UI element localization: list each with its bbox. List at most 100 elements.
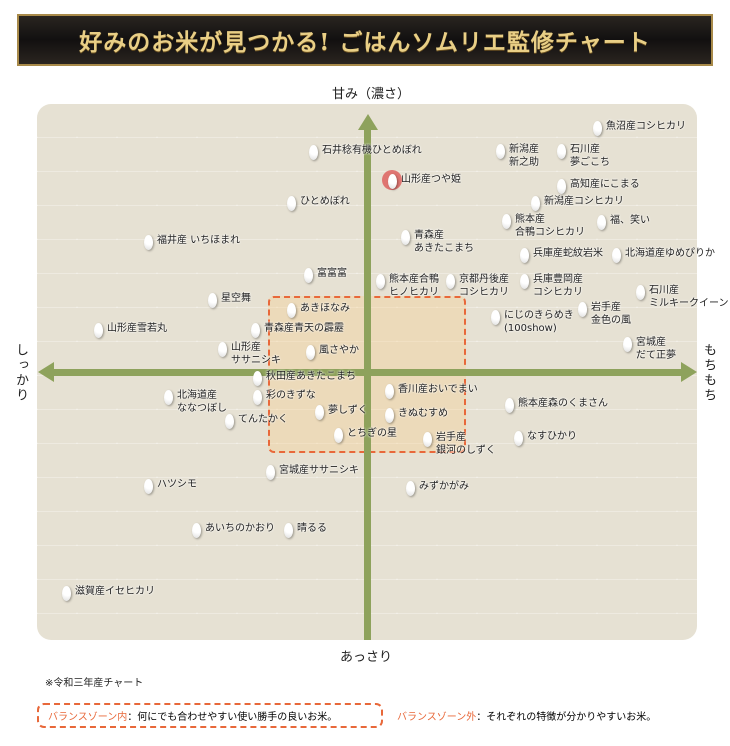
rice-label: 風さやか: [319, 345, 359, 356]
rice-label: にじのきらめき (100show): [504, 310, 574, 334]
rice-label: 熊本産合鴨 ヒノヒカリ: [389, 274, 439, 298]
rice-grain-icon: [557, 179, 566, 194]
rice-label: 夢しずく: [328, 405, 368, 416]
rice-item: てんたかく: [225, 413, 288, 429]
arrow-right-icon: [681, 362, 697, 382]
rice-grain-icon: [423, 432, 432, 447]
rice-item: ハツシモ: [144, 478, 197, 494]
rice-label: 岩手産 銀河のしずく: [436, 432, 496, 456]
rice-item: 魚沼産コシヒカリ: [593, 120, 686, 136]
rice-grain-icon: [520, 248, 529, 263]
rice-label: 山形産つや姫: [401, 174, 461, 185]
rice-item: 北海道産ゆめぴりか: [612, 247, 715, 263]
axis-label-left: しっかり: [13, 343, 28, 403]
rice-grain-icon: [253, 371, 262, 386]
rice-label: 石井稔有機ひとめぼれ: [322, 145, 422, 156]
rice-grain-icon: [446, 274, 455, 289]
rice-item: にじのきらめき (100show): [491, 309, 574, 335]
rice-item: 福、笑い: [597, 214, 650, 230]
rice-grain-icon: [520, 274, 529, 289]
rice-label: 魚沼産コシヒカリ: [606, 121, 686, 132]
rice-item: 香川産おいでまい: [385, 383, 478, 399]
rice-label: 彩のきずな: [266, 390, 316, 401]
rice-item: 星空舞: [208, 292, 251, 308]
rice-label: 石川産 夢ごこち: [570, 144, 610, 168]
rice-label: 青森産青天の霹靂: [264, 323, 344, 334]
rice-item: 北海道産 ななつぼし: [164, 389, 227, 415]
rice-grain-icon: [144, 479, 153, 494]
rice-grain-icon: [502, 214, 511, 229]
rice-grain-icon: [287, 303, 296, 318]
legend-inside-label: バランスゾーン内: [48, 712, 128, 723]
rice-label: 岩手産 金色の風: [591, 302, 631, 326]
rice-grain-icon: [192, 523, 201, 538]
rice-grain-icon: [578, 302, 587, 317]
rice-label: ハツシモ: [157, 479, 197, 490]
rice-label: とちぎの星: [347, 428, 397, 439]
rice-item: 滋賀産イセヒカリ: [62, 585, 155, 601]
rice-item: 石川産 夢ごこち: [557, 143, 610, 169]
rice-label: 石川産 ミルキークイーン: [649, 285, 729, 309]
rice-grain-icon: [334, 428, 343, 443]
rice-item: 兵庫産蛇紋岩米: [520, 247, 603, 263]
rice-grain-icon: [531, 196, 540, 211]
rice-grain-icon: [306, 345, 315, 360]
rice-label: 新潟産 新之助: [509, 144, 539, 168]
rice-label: 富富富: [317, 268, 347, 279]
axis-label-bottom: あっさり: [340, 650, 393, 665]
rice-label: なすひかり: [527, 431, 577, 442]
rice-label: 山形産 ササニシキ: [231, 342, 281, 366]
rice-grain-icon: [496, 144, 505, 159]
title-banner: 好みのお米が見つかる! ごはんソムリエ監修チャート: [17, 14, 713, 66]
legend-outside-text: ：それぞれの特徴が分かりやすいお米。: [476, 712, 657, 723]
page-title: 好みのお米が見つかる! ごはんソムリエ監修チャート: [79, 29, 651, 56]
rice-grain-icon: [218, 342, 227, 357]
rice-grain-icon: [309, 145, 318, 160]
rice-item: 兵庫豊岡産 コシヒカリ: [520, 273, 583, 299]
rice-grain-icon: [253, 390, 262, 405]
legend-inside-zone: バランスゾーン内 ：何にでも合わせやすい使い勝手の良いお米。: [37, 703, 383, 728]
rice-item: 熊本産合鴨 ヒノヒカリ: [376, 273, 439, 299]
rice-label: 秋田産あきたこまち: [266, 371, 356, 382]
rice-label: 熊本産 合鴨コシヒカリ: [515, 214, 585, 238]
rice-grain-icon: [385, 408, 394, 423]
rice-grain-icon: [315, 405, 324, 420]
rice-item: 新潟産コシヒカリ: [531, 195, 624, 211]
rice-grain-icon: [401, 230, 410, 245]
rice-grain-icon: [251, 323, 260, 338]
rice-label: 滋賀産イセヒカリ: [75, 586, 155, 597]
rice-label: 宮城産 だて正夢: [636, 337, 676, 361]
rice-item: 青森産 あきたこまち: [401, 229, 474, 255]
rice-grain-icon: [612, 248, 621, 263]
rice-item: みずかがみ: [406, 480, 469, 496]
rice-item: 山形産雪若丸: [94, 322, 167, 338]
rice-label: 京都丹後産 コシヒカリ: [459, 274, 509, 298]
rice-grain-icon: [376, 274, 385, 289]
rice-grain-icon: [94, 323, 103, 338]
rice-label: てんたかく: [238, 414, 288, 425]
rice-grain-icon: [164, 390, 173, 405]
rice-item: 夢しずく: [315, 404, 368, 420]
rice-item: 晴るる: [284, 522, 327, 538]
rice-grain-icon: [597, 215, 606, 230]
axis-label-top: 甘み（濃さ）: [332, 87, 411, 102]
rice-label: 熊本産森のくまさん: [518, 398, 608, 409]
rice-grain-icon: [505, 398, 514, 413]
rice-grain-icon: [287, 196, 296, 211]
rice-label: 青森産 あきたこまち: [414, 230, 474, 254]
rice-item: 山形産 ササニシキ: [218, 341, 281, 367]
rice-item: なすひかり: [514, 430, 577, 446]
rice-label: 高知産にこまる: [570, 179, 640, 190]
rice-grain-icon: [388, 174, 397, 189]
rice-grain-icon: [557, 144, 566, 159]
rice-grain-icon: [304, 268, 313, 283]
rice-label: 福井産 いちほまれ: [157, 235, 241, 246]
rice-label: 晴るる: [297, 523, 327, 534]
rice-label: 北海道産ゆめぴりか: [625, 248, 715, 259]
arrow-up-icon: [358, 114, 378, 130]
rice-item: 富富富: [304, 267, 347, 283]
rice-item: とちぎの星: [334, 427, 397, 443]
legend-outside-zone: バランスゾーン外 ：それぞれの特徴が分かりやすいお米。: [397, 703, 656, 728]
rice-item: 彩のきずな: [253, 389, 316, 405]
rice-grain-icon: [208, 293, 217, 308]
